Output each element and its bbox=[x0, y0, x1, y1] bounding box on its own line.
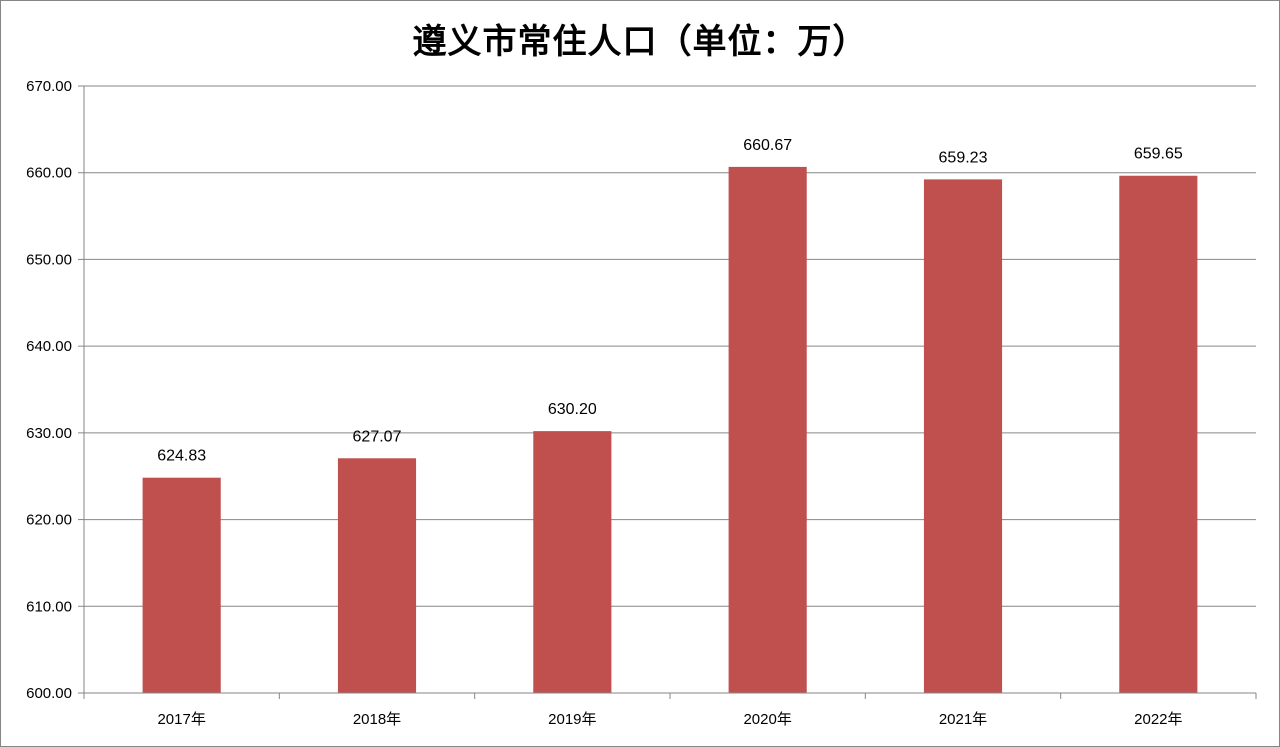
data-label: 624.83 bbox=[157, 448, 206, 465]
labels: 600.00 610.00 620.00 630.00 640.00 650.00 660.… bbox=[26, 78, 1183, 728]
bar bbox=[728, 166, 807, 694]
bar bbox=[1119, 175, 1198, 694]
data-label: 660.67 bbox=[743, 137, 792, 154]
bars bbox=[142, 166, 1198, 694]
bar bbox=[923, 179, 1003, 693]
bar bbox=[142, 477, 221, 693]
data-label: 627.07 bbox=[353, 428, 402, 445]
x-tick-label: 2021年 bbox=[939, 711, 987, 728]
x-tick-label: 2017年 bbox=[157, 711, 205, 728]
y-tick-label: 650.00 bbox=[26, 251, 72, 268]
x-tick-label: 2018年 bbox=[353, 711, 401, 728]
y-tick-label: 600.00 bbox=[26, 685, 72, 702]
gridlines bbox=[84, 85, 1256, 607]
y-tick-label: 630.00 bbox=[26, 425, 72, 442]
y-tick-label: 670.00 bbox=[26, 78, 72, 95]
y-tick-label: 660.00 bbox=[26, 165, 72, 182]
x-tick-label: 2022年 bbox=[1134, 711, 1182, 728]
y-tick-label: 640.00 bbox=[26, 338, 72, 355]
y-tick-label: 620.00 bbox=[26, 512, 72, 529]
axes bbox=[78, 85, 1257, 699]
x-tick-label: 2019年 bbox=[548, 711, 596, 728]
data-label: 659.23 bbox=[939, 149, 988, 166]
bar bbox=[533, 431, 612, 693]
y-tick-label: 610.00 bbox=[26, 598, 72, 615]
data-label: 659.65 bbox=[1134, 146, 1183, 163]
data-label: 630.20 bbox=[548, 401, 597, 418]
chart-title: 遵义市常住人口（单位：万） bbox=[412, 22, 868, 62]
x-tick-label: 2020年 bbox=[743, 711, 791, 728]
bar bbox=[337, 458, 417, 693]
